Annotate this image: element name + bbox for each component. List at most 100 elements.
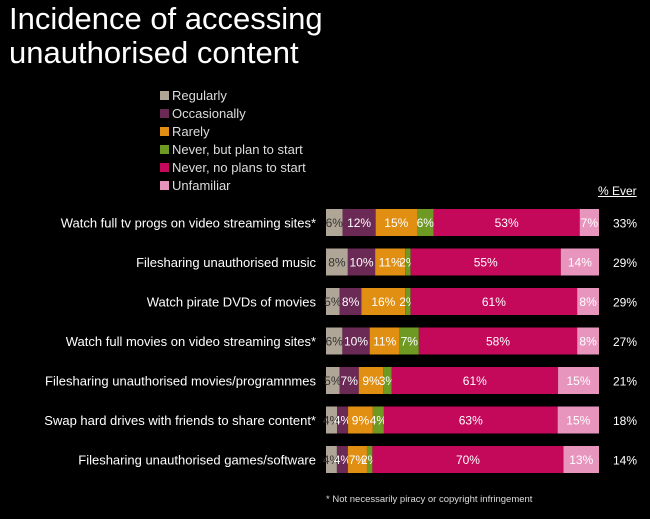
data-label: 4%: [334, 414, 352, 428]
data-label: 9%: [352, 414, 370, 428]
data-label: 8%: [328, 256, 346, 270]
chart-title-line-1: Incidence of accessing: [9, 1, 323, 36]
bar-segment-regularly: [326, 446, 337, 473]
data-label: 58%: [486, 335, 510, 349]
ever-value: 14%: [613, 454, 637, 468]
bar-segment-never-but-plan-to-start: [372, 406, 384, 434]
bar-segment-regularly: [326, 209, 343, 236]
data-label: 63%: [459, 414, 483, 428]
bar-segment-never-but-plan-to-start: [405, 288, 411, 315]
category-label: Watch full tv progs on video streaming s…: [61, 216, 316, 231]
data-label: 4%: [323, 453, 341, 467]
ever-value: 27%: [613, 335, 637, 349]
legend-label-regularly: Regularly: [172, 87, 227, 103]
category-label: Watch full movies on video streaming sit…: [66, 334, 316, 349]
bar-segment-rarely: [347, 446, 367, 473]
bar-segment-rarely: [358, 367, 384, 394]
bar-segment-regularly: [326, 327, 343, 355]
data-label: 7%: [341, 374, 359, 388]
legend-swatch-unfamiliar: [160, 180, 169, 190]
bar-segment-never-but-plan-to-start: [399, 327, 419, 355]
bar-segment-never-no-plans-to-start: [410, 288, 578, 315]
data-label: 11%: [379, 256, 402, 270]
legend-swatch-rarely: [160, 126, 169, 136]
data-label: 4%: [334, 453, 352, 467]
bar-segment-rarely: [348, 406, 373, 434]
footnote: * Not necessarily piracy or copyright in…: [326, 494, 533, 505]
data-label: 61%: [463, 374, 487, 388]
bar-segment-occasionally: [339, 367, 359, 394]
data-label: 6%: [326, 335, 344, 349]
bar-segment-never-but-plan-to-start: [383, 367, 392, 394]
data-label: 55%: [474, 256, 498, 270]
category-label: Swap hard drives with friends to share c…: [44, 413, 316, 428]
legend: Regularly Occasionally Rarely Never, but…: [160, 86, 306, 194]
bar-segment-rarely: [375, 209, 417, 236]
legend-swatch-regularly: [160, 90, 169, 100]
bar-segment-regularly: [326, 367, 340, 394]
bar-segment-never-no-plans-to-start: [372, 446, 564, 473]
bar-segment-unfamiliar: [558, 367, 599, 394]
legend-swatch-occasionally: [160, 108, 169, 118]
legend-item-rarely: Rarely: [160, 122, 306, 140]
data-label: 14%: [568, 256, 592, 270]
data-label: 15%: [567, 374, 591, 388]
data-label: 8%: [579, 295, 597, 309]
data-label: 9%: [362, 374, 380, 388]
bar-segment-never-but-plan-to-start: [405, 248, 411, 276]
ever-value: 29%: [613, 256, 637, 270]
bar-segment-rarely: [361, 288, 406, 315]
ever-value: 21%: [613, 375, 637, 389]
bar-segment-never-but-plan-to-start: [366, 446, 373, 473]
data-label: 4%: [323, 414, 341, 428]
bar-segment-never-no-plans-to-start: [433, 209, 580, 236]
data-label: 13%: [569, 453, 593, 467]
legend-label-never-no-plans: Never, no plans to start: [172, 159, 306, 175]
bar-segment-regularly: [326, 288, 340, 315]
bar-segment-rarely: [369, 327, 400, 355]
bar-segment-occasionally: [342, 327, 370, 355]
data-label: 61%: [482, 295, 506, 309]
bar-segment-unfamiliar: [563, 446, 599, 473]
bar-segment-unfamiliar: [577, 327, 599, 355]
legend-item-never-no-plans: Never, no plans to start: [160, 158, 306, 176]
legend-label-occasionally: Occasionally: [172, 105, 246, 121]
legend-swatch-never-no-plans: [160, 162, 169, 172]
ever-value: 33%: [613, 217, 637, 231]
bar-segment-occasionally: [342, 209, 376, 236]
ever-column-header: % Ever: [598, 184, 637, 198]
data-label: 7%: [581, 216, 599, 230]
chart-title: Incidence of accessing unauthorised cont…: [9, 2, 569, 70]
bar-segment-occasionally: [347, 248, 376, 276]
bar-segment-rarely: [375, 248, 406, 276]
data-label: 53%: [495, 216, 519, 230]
data-label: 8%: [579, 335, 597, 349]
legend-item-regularly: Regularly: [160, 86, 306, 104]
legend-label-rarely: Rarely: [172, 123, 210, 139]
category-label: Filesharing unauthorised games/software: [78, 453, 316, 468]
legend-swatch-never-plan: [160, 144, 169, 154]
legend-item-occasionally: Occasionally: [160, 104, 306, 122]
data-label: 16%: [371, 295, 395, 309]
bar-segment-occasionally: [336, 446, 348, 473]
legend-item-unfamiliar: Unfamiliar: [160, 176, 306, 194]
data-label: 5%: [324, 374, 342, 388]
ever-value: 29%: [613, 296, 637, 310]
category-label: Filesharing unauthorised music: [136, 255, 316, 270]
data-label: 7%: [401, 335, 419, 349]
bar-segment-never-but-plan-to-start: [417, 209, 434, 236]
data-label: 12%: [347, 216, 371, 230]
bar-segment-unfamiliar: [557, 406, 599, 434]
data-label: 11%: [373, 335, 396, 349]
legend-label-unfamiliar: Unfamiliar: [172, 177, 231, 193]
bar-segment-occasionally: [337, 406, 349, 434]
data-label: 15%: [384, 216, 408, 230]
data-label: 15%: [566, 414, 590, 428]
bar-segment-occasionally: [339, 288, 362, 315]
bar-segment-regularly: [326, 248, 348, 276]
bar-segment-never-no-plans-to-start: [383, 406, 558, 434]
data-label: 70%: [456, 453, 480, 467]
bar-segment-regularly: [326, 406, 338, 434]
legend-item-never-plan: Never, but plan to start: [160, 140, 306, 158]
